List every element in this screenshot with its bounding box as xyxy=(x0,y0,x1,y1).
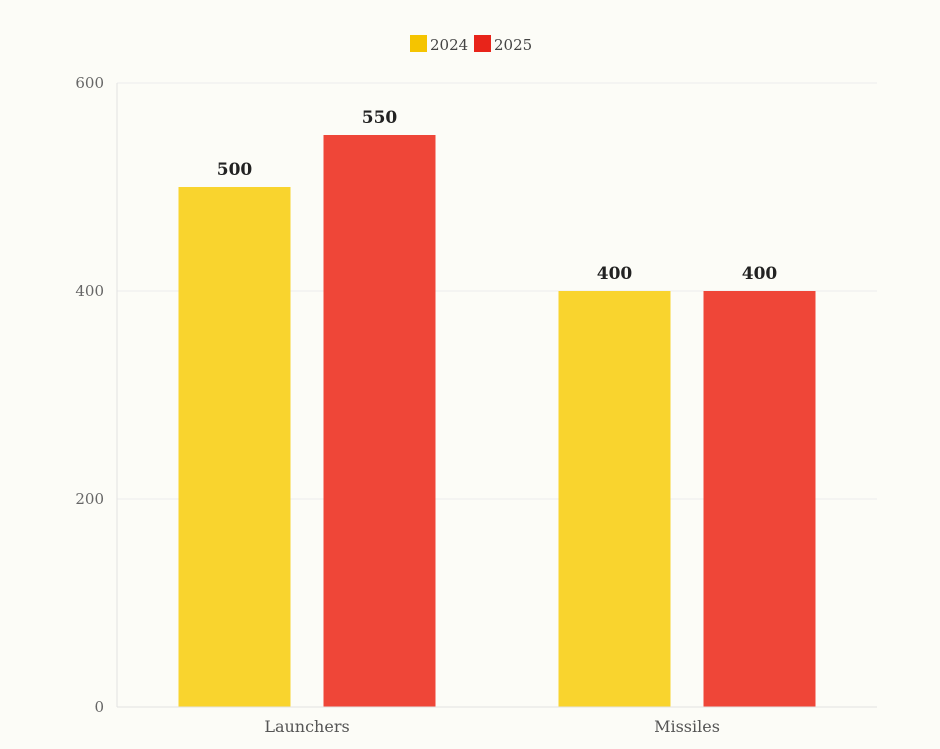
bar-launchers-2024 xyxy=(178,187,291,707)
y-axis: 0 200 400 600 xyxy=(75,74,118,716)
y-tick-label: 200 xyxy=(75,490,104,508)
chart-value-labels: 500 550 400 400 xyxy=(217,108,778,284)
legend-label-2024[interactable]: 2024 xyxy=(430,36,468,54)
x-tick-label: Launchers xyxy=(264,717,349,736)
bar-missiles-2024 xyxy=(558,291,671,707)
legend-swatch-2024[interactable] xyxy=(410,35,427,52)
y-tick-label: 400 xyxy=(75,282,104,300)
chart-bars xyxy=(178,135,816,707)
legend-label-2025[interactable]: 2025 xyxy=(494,36,532,54)
data-label: 500 xyxy=(217,160,253,180)
chart-legend: 2024 2025 xyxy=(410,35,532,54)
y-tick-label: 0 xyxy=(94,698,104,716)
data-label: 400 xyxy=(597,264,633,284)
y-tick-label: 600 xyxy=(75,74,104,92)
x-tick-label: Missiles xyxy=(654,717,720,736)
bar-launchers-2025 xyxy=(323,135,436,707)
data-label: 400 xyxy=(742,264,778,284)
x-axis: Launchers Missiles xyxy=(117,706,877,736)
bar-missiles-2025 xyxy=(703,291,816,707)
data-label: 550 xyxy=(362,108,398,128)
legend-swatch-2025[interactable] xyxy=(474,35,491,52)
